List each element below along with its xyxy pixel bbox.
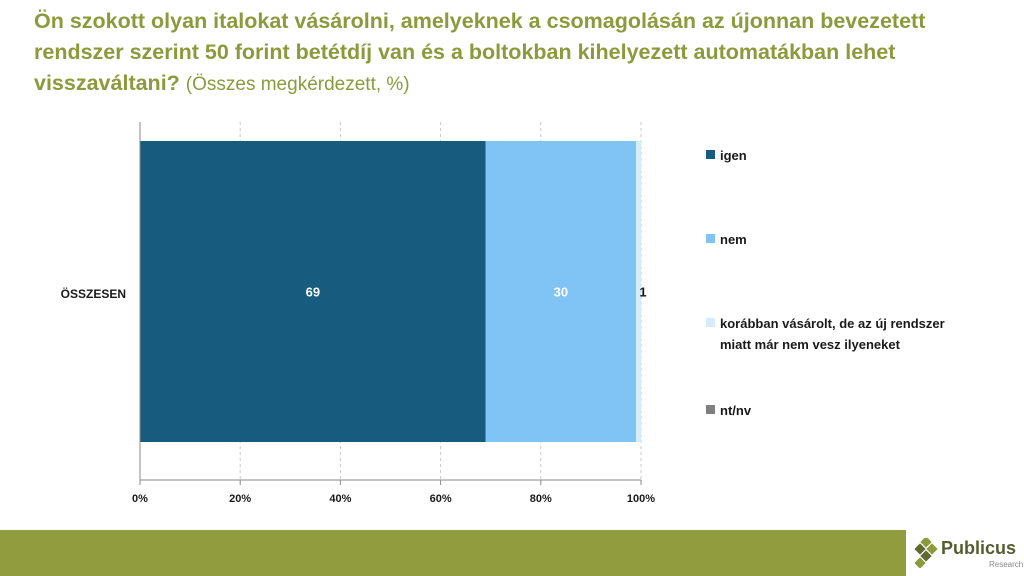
legend-label-korabban: korábban vásárolt, de az új rendszer mia…	[720, 316, 945, 352]
legend-swatch-korabban	[706, 318, 715, 327]
stacked-bar-chart: 69 30 1 0% 20% 40% 60% 80% 100% ÖSSZESEN	[61, 122, 655, 505]
legend-label-igen: igen	[720, 148, 747, 163]
bar-value-label-0: 69	[306, 285, 320, 300]
publicus-logo-icon	[915, 538, 938, 568]
bar-segment-2	[635, 141, 641, 442]
legend-swatch-nem	[706, 234, 715, 243]
publicus-logo-name: Publicus	[941, 538, 1017, 558]
x-tick-label: 80%	[530, 493, 552, 505]
footer-band	[0, 530, 906, 576]
x-tick-label: 40%	[329, 493, 351, 505]
legend-label-ntnv: nt/nv	[720, 403, 752, 418]
chart-title-sub: (Összes megkérdezett, %)	[185, 74, 410, 95]
chart-title: Ön szokott olyan italokat vásárolni, ame…	[34, 6, 1004, 100]
publicus-logo-tagline: Research	[989, 560, 1024, 569]
x-tick-label: 20%	[229, 493, 251, 505]
chart-title-main: Ön szokott olyan italokat vásárolni, ame…	[34, 9, 926, 95]
legend-swatch-igen	[706, 150, 715, 159]
bar-value-label-1: 30	[554, 285, 568, 300]
publicus-logo: Publicus Research	[915, 536, 1024, 572]
legend-item-nem: nem	[706, 229, 966, 250]
bar-value-label-2: 1	[639, 285, 646, 300]
legend-label-nem: nem	[720, 232, 747, 247]
bar-segment-0	[140, 141, 486, 442]
x-tick-label: 60%	[430, 493, 452, 505]
x-tick-label: 100%	[627, 493, 655, 505]
bar-segment-1	[485, 141, 636, 442]
x-tick-label: 0%	[132, 493, 148, 505]
legend-item-igen: igen	[706, 145, 966, 166]
legend-item-korabban: korábban vásárolt, de az új rendszer mia…	[706, 313, 956, 355]
category-label: ÖSSZESEN	[61, 286, 126, 301]
legend-item-ntnv: nt/nv	[706, 400, 966, 421]
legend-swatch-ntnv	[706, 405, 715, 414]
